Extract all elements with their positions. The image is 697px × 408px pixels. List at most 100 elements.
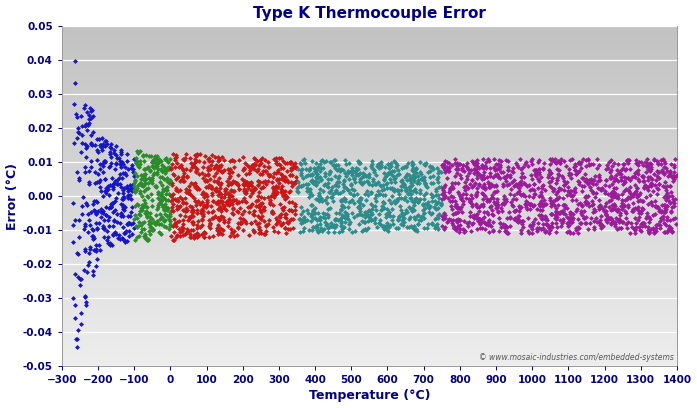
Point (500, 222, 511, 229)
Point (628, 191, 639, 197)
Point (307, 202, 318, 208)
Point (79, 293, 91, 300)
Point (354, 178, 365, 184)
Point (243, 180, 254, 186)
Point (224, 202, 235, 208)
Point (330, 217, 341, 223)
Point (413, 198, 424, 205)
Point (505, 223, 516, 229)
Point (381, 211, 392, 217)
Point (478, 181, 489, 188)
Point (138, 187, 149, 194)
Point (523, 228, 534, 235)
Y-axis label: Error (°C): Error (°C) (6, 162, 19, 230)
Point (493, 156, 504, 163)
Point (313, 215, 324, 222)
Point (366, 182, 377, 188)
Point (544, 156, 556, 163)
Point (203, 184, 214, 191)
Point (612, 192, 623, 198)
Point (217, 226, 229, 233)
Point (670, 196, 681, 203)
Point (630, 160, 641, 167)
Point (200, 191, 211, 197)
Point (91, 199, 102, 205)
Point (311, 171, 322, 177)
Point (243, 184, 254, 191)
Point (165, 193, 176, 200)
Point (210, 188, 221, 194)
Point (418, 176, 429, 182)
Point (248, 187, 259, 194)
Point (385, 171, 397, 177)
Point (473, 182, 484, 188)
Point (659, 164, 670, 170)
Point (302, 181, 314, 188)
Point (109, 198, 121, 205)
Point (155, 197, 166, 204)
Point (297, 175, 308, 182)
Point (399, 181, 410, 187)
Point (279, 160, 290, 167)
Point (620, 221, 631, 227)
Point (505, 186, 516, 192)
Point (424, 202, 435, 209)
Point (651, 168, 662, 174)
Point (395, 207, 406, 213)
Point (457, 162, 468, 169)
Point (659, 205, 670, 211)
Point (597, 185, 608, 192)
Point (118, 196, 129, 203)
Point (648, 226, 659, 233)
Point (205, 224, 216, 231)
Point (127, 204, 138, 210)
Point (462, 166, 473, 173)
Point (526, 172, 537, 178)
Point (409, 216, 420, 222)
Point (98, 158, 109, 164)
Point (74, 130, 85, 136)
Point (425, 180, 436, 186)
Point (479, 220, 490, 226)
Point (423, 208, 434, 215)
Point (382, 228, 393, 234)
Point (293, 183, 304, 189)
Point (183, 190, 194, 196)
Point (499, 174, 510, 180)
Point (283, 226, 294, 233)
Point (181, 174, 192, 181)
Point (387, 213, 398, 219)
Point (114, 171, 125, 177)
Point (498, 222, 509, 228)
Point (670, 173, 681, 180)
Point (153, 229, 164, 236)
Point (80, 120, 91, 127)
Point (201, 202, 213, 208)
Point (610, 223, 621, 229)
Point (224, 166, 235, 172)
Point (631, 191, 642, 197)
Point (425, 210, 436, 217)
Point (181, 229, 192, 236)
Point (197, 191, 208, 197)
Point (392, 195, 403, 202)
Point (503, 229, 514, 236)
Point (622, 160, 634, 166)
Point (210, 153, 221, 160)
Point (105, 144, 116, 151)
Point (458, 198, 469, 204)
Point (384, 176, 395, 183)
Point (638, 220, 650, 226)
Point (135, 180, 146, 186)
Point (620, 175, 631, 181)
Point (187, 219, 199, 226)
Point (525, 187, 536, 193)
Point (91, 198, 102, 204)
Point (581, 197, 592, 204)
Point (264, 171, 275, 178)
Point (527, 161, 538, 167)
Point (640, 223, 651, 229)
Point (231, 180, 243, 186)
Point (100, 212, 112, 218)
Point (123, 220, 135, 226)
